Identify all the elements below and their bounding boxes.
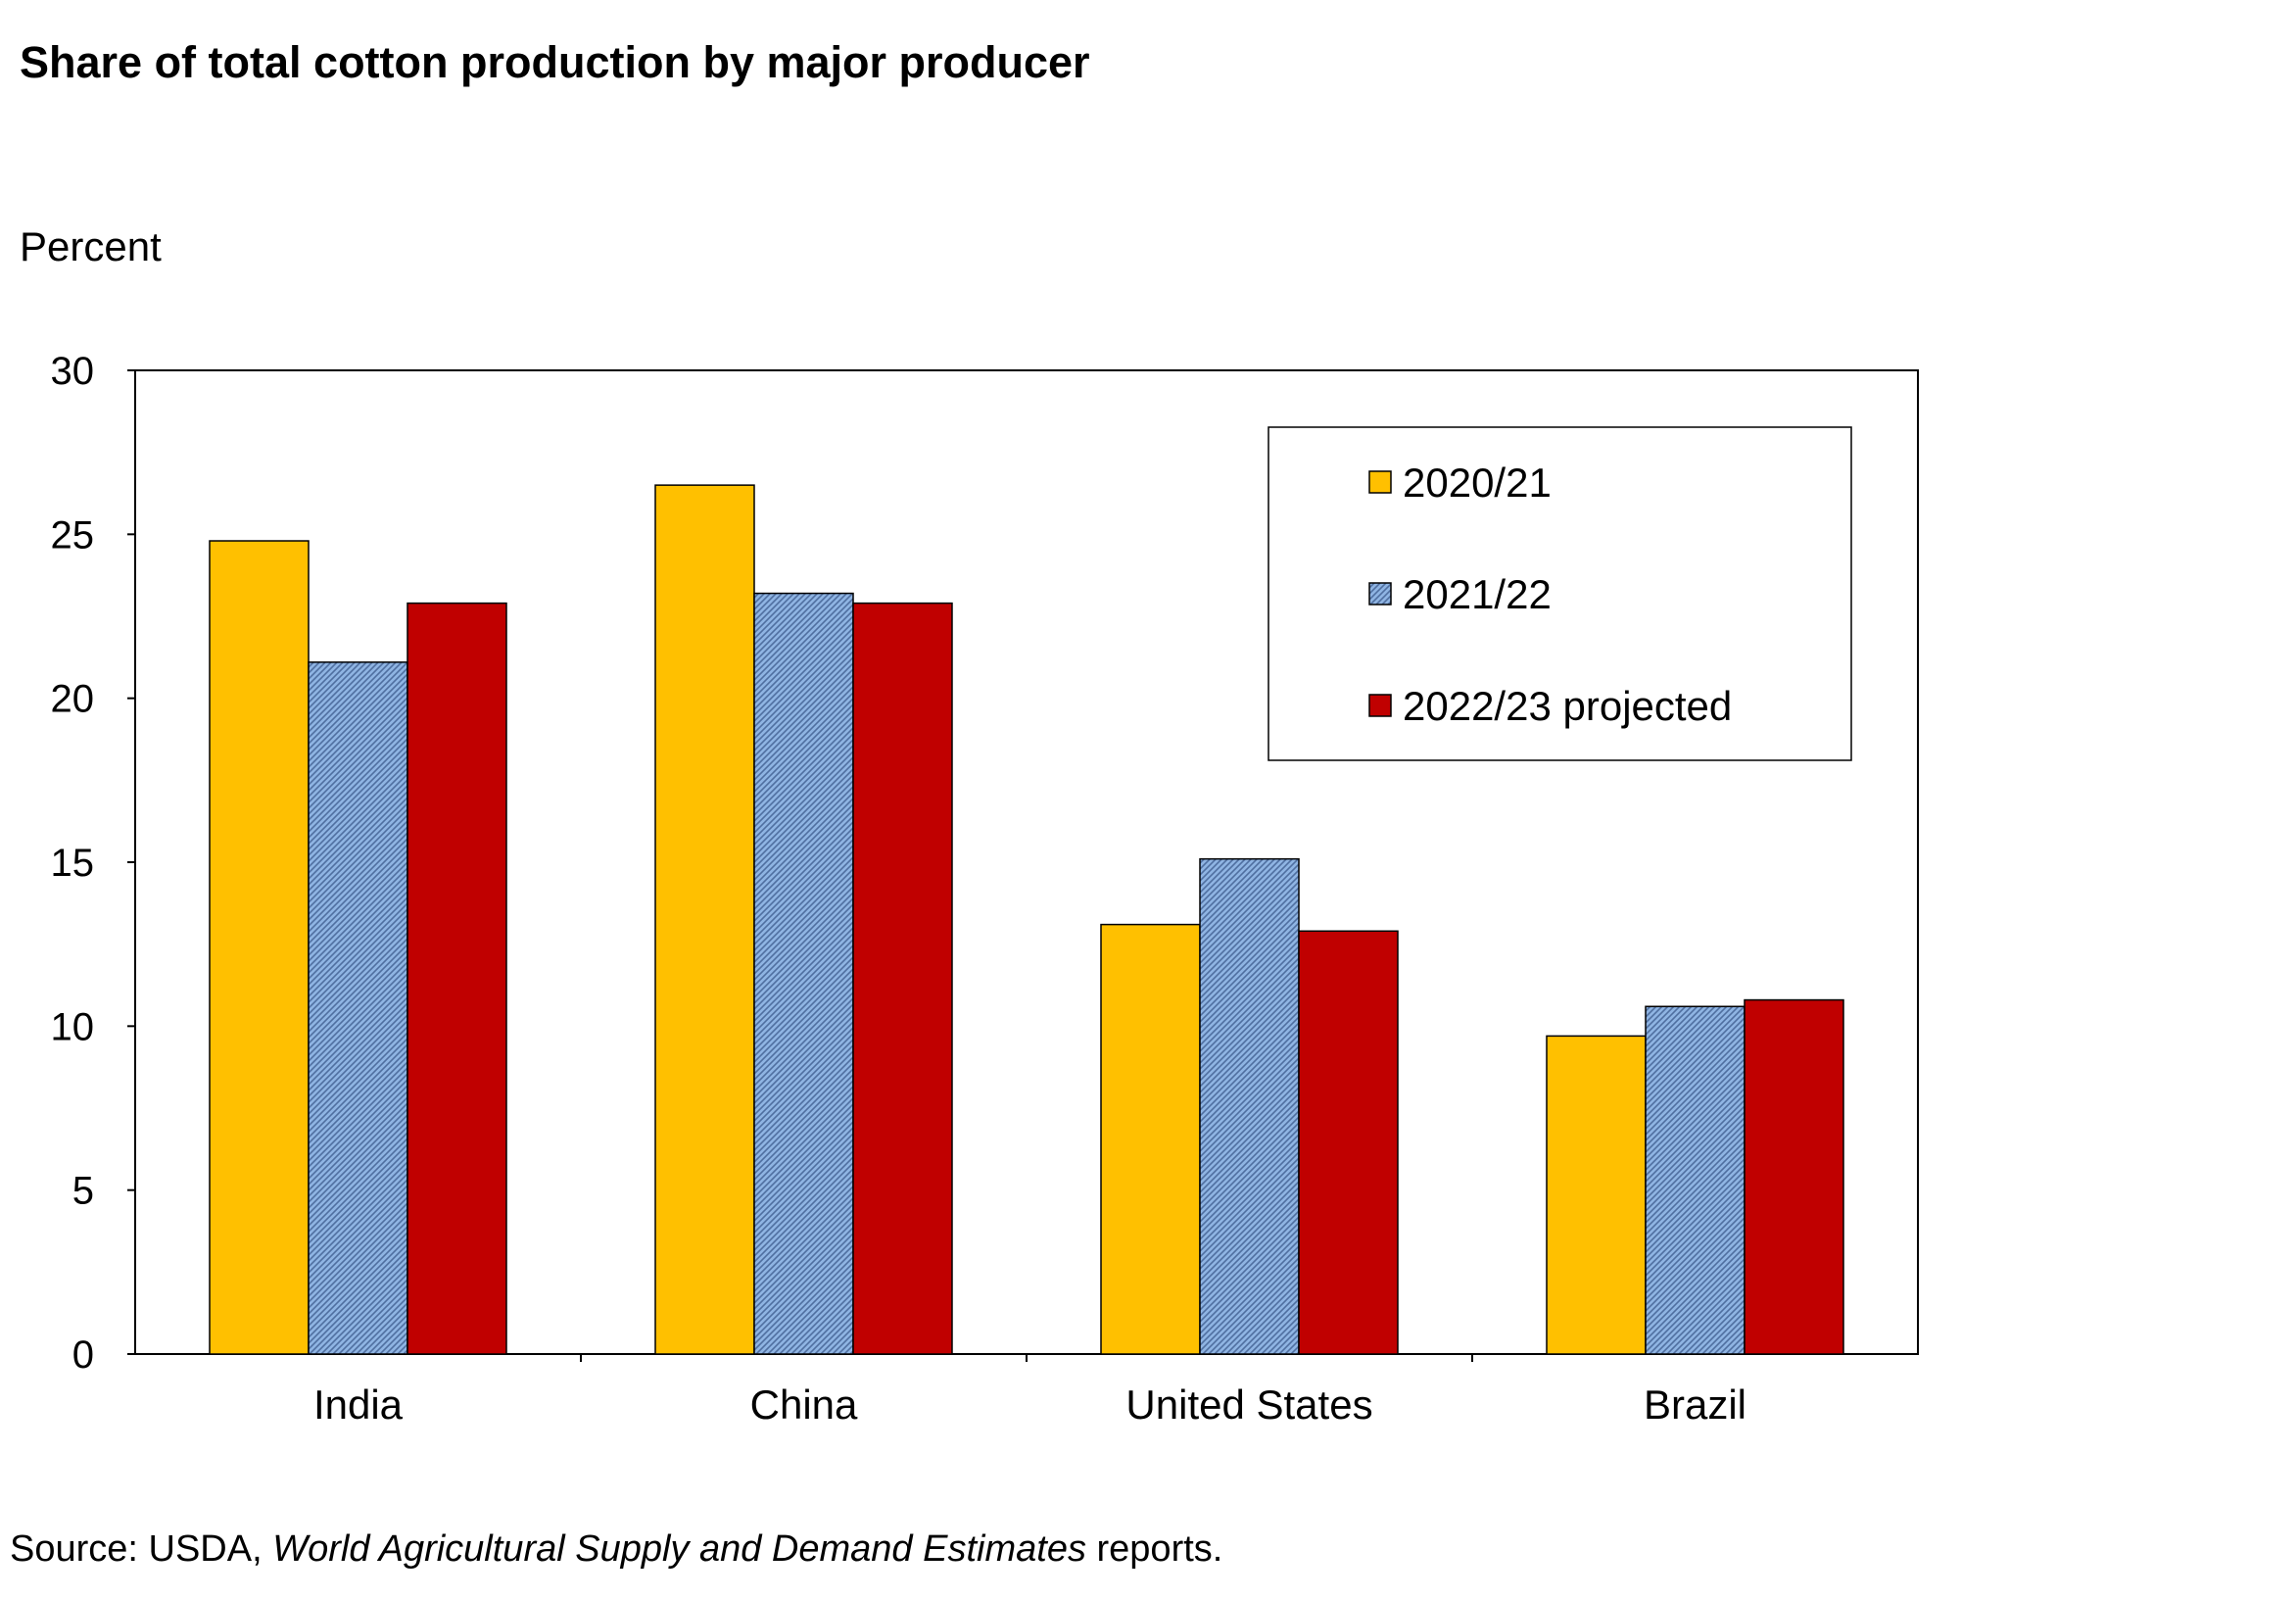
- bar-2022-23-projected-brazil: [1744, 998, 1844, 1355]
- bar-2020-21-united-states: [1100, 923, 1201, 1355]
- bar-2022-23-projected-china: [852, 602, 953, 1355]
- y-tick-label: 0: [72, 1333, 94, 1377]
- source-italic: World Agricultural Supply and Demand Est…: [272, 1528, 1086, 1570]
- bar-2022-23-projected-united-states: [1298, 930, 1399, 1355]
- legend-swatch: [1368, 470, 1392, 494]
- legend-swatch: [1368, 582, 1392, 606]
- bar-2020-21-brazil: [1546, 1035, 1647, 1355]
- legend-box: [1268, 426, 1852, 761]
- y-axis-label: Percent: [20, 223, 162, 269]
- y-axis: 0 5 10 15 20 25 30: [51, 350, 135, 1377]
- chart-title: Share of total cotton production by majo…: [20, 37, 1090, 87]
- y-tick-label: 30: [51, 350, 95, 393]
- x-tick-label: India: [313, 1381, 404, 1428]
- bar-2021-22-china: [753, 592, 854, 1355]
- y-tick-label: 15: [51, 842, 95, 885]
- x-axis: India China United States Brazil: [313, 1354, 1746, 1428]
- source-note: Source: USDA, World Agricultural Supply …: [10, 1528, 1222, 1571]
- legend-label: 2022/23 projected: [1403, 683, 1732, 729]
- legend: 2020/21 2021/22 2022/23 projected: [1268, 426, 1852, 761]
- legend-label: 2020/21: [1403, 460, 1552, 506]
- bar-2020-21-india: [209, 540, 310, 1355]
- legend-label: 2021/22: [1403, 571, 1552, 617]
- y-tick-label: 20: [51, 678, 95, 721]
- legend-swatch: [1368, 694, 1392, 717]
- y-tick-label: 5: [72, 1170, 94, 1213]
- y-tick-label: 25: [51, 513, 95, 557]
- bars: [209, 484, 1844, 1355]
- y-tick-label: 10: [51, 1005, 95, 1048]
- x-tick-label: Brazil: [1644, 1381, 1746, 1428]
- source-suffix: reports.: [1085, 1528, 1223, 1570]
- bar-2021-22-brazil: [1645, 1005, 1746, 1355]
- bar-2021-22-india: [308, 661, 408, 1355]
- bar-2022-23-projected-india: [407, 602, 507, 1355]
- bar-2020-21-china: [654, 484, 755, 1355]
- bar-2021-22-united-states: [1199, 857, 1300, 1355]
- x-tick-label: United States: [1125, 1381, 1372, 1428]
- x-tick-label: China: [750, 1381, 858, 1428]
- source-prefix: Source: USDA,: [10, 1528, 273, 1570]
